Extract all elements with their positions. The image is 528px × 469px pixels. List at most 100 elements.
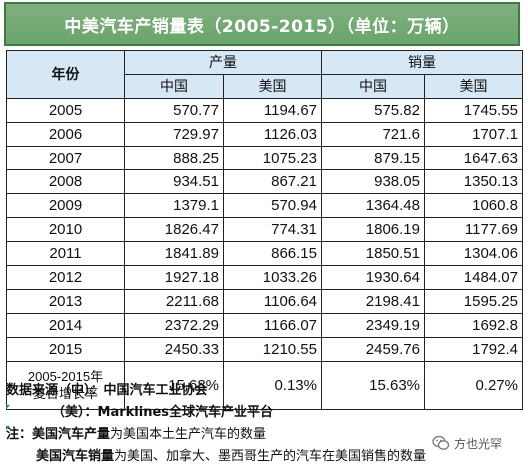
production-usa-cell: 1194.67 — [223, 97, 322, 123]
year-cell: 2011 — [6, 241, 125, 267]
cagr-label-cell: 2005-2015年 复合增长率 — [6, 360, 125, 410]
sales-china-cell: 2198.41 — [321, 288, 425, 314]
source-usa-prefix: （美）： — [52, 405, 98, 420]
year-cell: 2010 — [6, 217, 125, 243]
production-china-cell: 1379.1 — [124, 193, 224, 219]
production-china-cell: 570.77 — [124, 97, 224, 123]
cagr-label-line1: 2005-2015年 — [27, 369, 104, 385]
sales-china-cell: 879.15 — [321, 145, 425, 171]
cagr-row: 2005-2015年 复合增长率 15.68% 0.13% 15.63% 0.2… — [6, 360, 523, 410]
production-usa-header: 美国 — [223, 73, 322, 99]
production-usa-cell: 866.15 — [223, 241, 322, 267]
notes-section: 数据来源（中）：中国汽车工业协会 （美）：Marklines全球汽车产业平台 注… — [6, 380, 522, 468]
sales-china-cell: 1364.48 — [321, 193, 425, 219]
production-china-cell: 888.25 — [124, 145, 224, 171]
table-row: 2010 1826.47 774.31 1806.19 1177.69 — [6, 217, 523, 243]
sales-usa-header: 美国 — [424, 73, 523, 99]
source-china: 中国汽车工业协会 — [103, 383, 208, 398]
sales-china-cell: 2349.19 — [321, 312, 425, 338]
note-prefix: 注： — [6, 427, 33, 442]
note1-bold: 美国汽车产量 — [32, 427, 111, 442]
sales-usa-cell: 1792.4 — [424, 336, 523, 362]
watermark: 方也光罕 — [432, 432, 524, 454]
year-cell: 2014 — [6, 312, 125, 338]
year-cell: 2008 — [6, 169, 125, 195]
source-prefix: 数据来源（中）： — [6, 383, 104, 398]
year-cell: 2007 — [6, 145, 125, 171]
sales-usa-cell: 1692.8 — [424, 312, 523, 338]
note1-rest: 为美国本土生产汽车的数量 — [110, 427, 267, 442]
cagr-sales-usa: 0.27% — [424, 360, 523, 410]
sales-china-cell: 1930.64 — [321, 265, 425, 290]
sales-china-cell: 1806.19 — [321, 217, 425, 243]
note2-bold: 美国汽车销量 — [36, 449, 115, 464]
table-row: 2011 1841.89 866.15 1850.51 1304.06 — [6, 241, 523, 267]
cagr-sales-china: 15.63% — [321, 360, 425, 410]
production-usa-cell: 1033.26 — [223, 265, 322, 290]
production-usa-cell: 570.94 — [223, 193, 322, 219]
wechat-logo-icon — [432, 435, 450, 450]
table-row: 2013 2211.68 1106.64 2198.41 1595.25 — [6, 288, 523, 314]
sales-china-cell: 2459.76 — [321, 336, 425, 362]
sales-china-cell: 575.82 — [321, 97, 425, 123]
sales-china-cell: 721.6 — [321, 121, 425, 147]
sales-usa-cell: 1707.1 — [424, 121, 523, 147]
year-cell: 2005 — [6, 97, 125, 123]
sales-usa-cell: 1177.69 — [424, 217, 523, 243]
production-china-cell: 2211.68 — [124, 288, 224, 314]
table-row: 2006 729.97 1126.03 721.6 1707.1 — [6, 121, 523, 147]
table-row: 2015 2450.33 1210.55 2459.76 1792.4 — [6, 336, 523, 362]
source-usa: Marklines全球汽车产业平台 — [97, 405, 274, 420]
production-china-cell: 1826.47 — [124, 217, 224, 243]
year-cell: 2013 — [6, 288, 125, 314]
sales-china-header: 中国 — [321, 73, 425, 99]
year-cell: 2009 — [6, 193, 125, 219]
sales-header: 销量 — [321, 50, 523, 75]
sales-usa-cell: 1304.06 — [424, 241, 523, 267]
sales-china-cell: 1850.51 — [321, 241, 425, 267]
production-china-cell: 729.97 — [124, 121, 224, 147]
note-line-1: 注：美国汽车产量为美国本土生产汽车的数量 — [6, 424, 522, 446]
header-row-1: 年份 产量 销量 — [6, 50, 523, 99]
cell-comment-marker — [6, 426, 10, 430]
table-title: 中美汽车产销量表（2005-2015）（单位：万辆） — [4, 2, 520, 46]
sales-usa-cell: 1060.8 — [424, 193, 523, 219]
table-row: 2005 570.77 1194.67 575.82 1745.55 — [6, 97, 523, 123]
production-china-cell: 1841.89 — [124, 241, 224, 267]
table-row: 2007 888.25 1075.23 879.15 1647.63 — [6, 145, 523, 171]
production-china-cell: 1927.18 — [124, 265, 224, 290]
sales-china-cell: 938.05 — [321, 169, 425, 195]
production-china-header: 中国 — [124, 73, 224, 99]
production-china-cell: 934.51 — [124, 169, 224, 195]
year-cell: 2015 — [6, 336, 125, 362]
table-row: 2014 2372.29 1166.07 2349.19 1692.8 — [6, 312, 523, 338]
production-china-cell: 2372.29 — [124, 312, 224, 338]
sales-usa-cell: 1484.07 — [424, 265, 523, 290]
year-cell: 2006 — [6, 121, 125, 147]
production-sales-table: 年份 产量 销量 中国 美国 中国 美国 2005 570.77 1194.67… — [6, 50, 523, 410]
cagr-label-line2: 复合增长率 — [32, 386, 98, 402]
year-cell: 2012 — [6, 265, 125, 290]
production-usa-cell: 774.31 — [223, 217, 322, 243]
source-line-usa: （美）：Marklines全球汽车产业平台 — [6, 402, 522, 424]
sales-usa-cell: 1350.13 — [424, 169, 523, 195]
production-usa-cell: 1106.64 — [223, 288, 322, 314]
sales-usa-cell: 1647.63 — [424, 145, 523, 171]
source-line-china: 数据来源（中）：中国汽车工业协会 — [6, 380, 522, 402]
production-usa-cell: 1210.55 — [223, 336, 322, 362]
sales-usa-cell: 1595.25 — [424, 288, 523, 314]
note2-rest: 为美国、加拿大、墨西哥生产的汽车在美国销售的数量 — [114, 449, 427, 464]
table-row: 2009 1379.1 570.94 1364.48 1060.8 — [6, 193, 523, 219]
production-usa-cell: 1166.07 — [223, 312, 322, 338]
production-usa-cell: 867.21 — [223, 169, 322, 195]
production-header: 产量 — [124, 50, 322, 75]
production-usa-cell: 1075.23 — [223, 145, 322, 171]
header-row-2: 中国 美国 中国 美国 — [7, 73, 523, 99]
note-line-2: 美国汽车销量为美国、加拿大、墨西哥生产的汽车在美国销售的数量 — [6, 446, 522, 468]
production-china-cell: 2450.33 — [124, 336, 224, 362]
watermark-text: 方也光罕 — [454, 436, 503, 451]
cell-comment-marker — [6, 405, 10, 409]
table-row: 2012 1927.18 1033.26 1930.64 1484.07 — [6, 265, 523, 290]
year-header: 年份 — [6, 50, 125, 99]
production-usa-cell: 1126.03 — [223, 121, 322, 147]
